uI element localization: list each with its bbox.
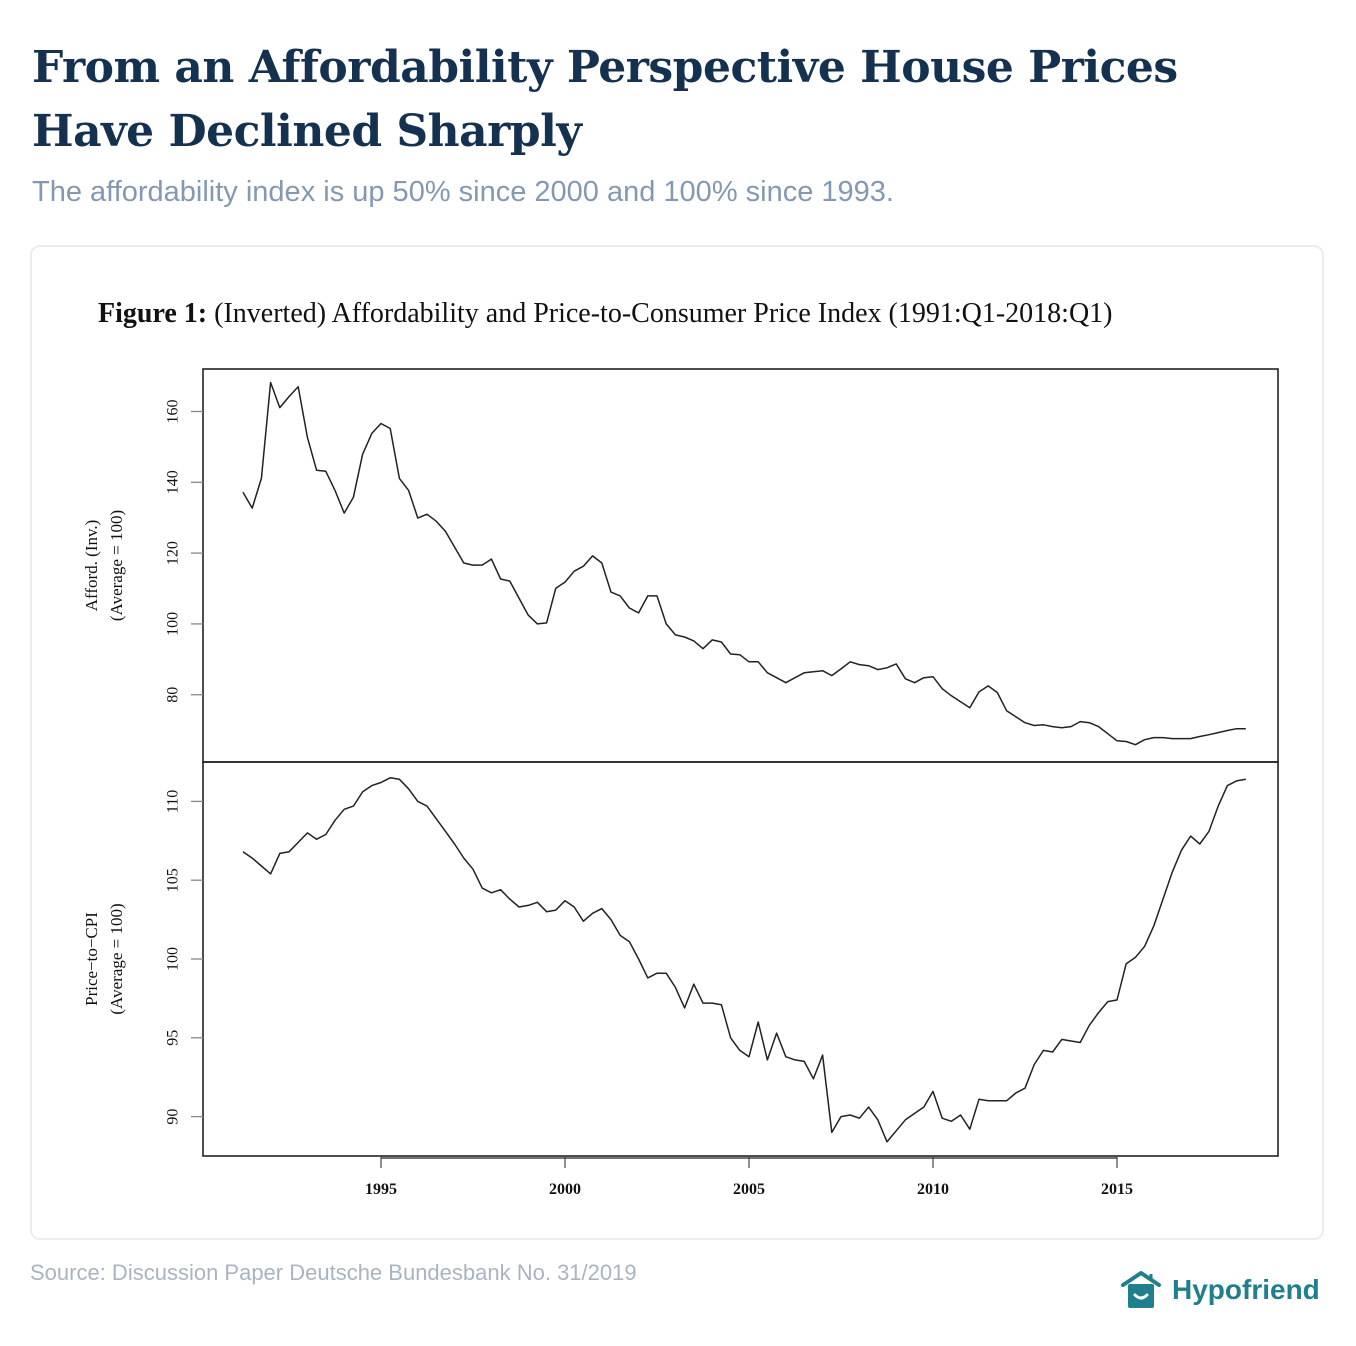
page-title: From an Affordability Perspective House …: [32, 42, 1178, 157]
x-tick-label: 1995: [365, 1181, 397, 1198]
pcpi-y-tick-label: 100: [165, 947, 182, 971]
price-to-cpi-panel: 90 95 100 105 110 Price−to−CPI (Average = 100): [82, 761, 1279, 1157]
afford-y-tick-label: 80: [165, 687, 182, 703]
afford-y-axis-title: Afford. (Inv.): [82, 520, 101, 612]
pcpi-y-axis-subtitle: (Average = 100): [107, 903, 126, 1014]
afford-plot-frame: [202, 368, 1279, 763]
pcpi-y-tick-label: 105: [165, 868, 182, 892]
x-tick-label: 2000: [549, 1181, 581, 1198]
pcpi-series-line: [242, 777, 1246, 1143]
source-note: Source: Discussion Paper Deutsche Bundes…: [30, 1260, 637, 1285]
x-tick-label: 2010: [917, 1181, 949, 1198]
afford-y-tick-label: 120: [165, 541, 182, 565]
x-axis: 1995 2000 2005 2010 2015: [365, 1156, 1133, 1198]
afford-series-line: [242, 381, 1246, 746]
pcpi-plot-frame: [202, 761, 1279, 1157]
chart-card: [30, 245, 1324, 1240]
page-subtitle: The affordability index is up 50% since …: [32, 176, 894, 208]
brand-name: Hypofriend: [1172, 1274, 1320, 1305]
figure-caption: Figure 1: (Inverted) Affordability and P…: [98, 298, 1113, 330]
pcpi-y-tick-label: 110: [165, 790, 182, 813]
x-tick-label: 2015: [1101, 1181, 1133, 1198]
brand-logo[interactable]: Hypofriend: [1120, 1270, 1320, 1310]
house-smile-icon: [1121, 1271, 1161, 1308]
pcpi-y-tick-label: 90: [165, 1109, 182, 1125]
afford-y-tick-label: 140: [165, 470, 182, 494]
afford-y-tick-label: 160: [165, 399, 182, 423]
pcpi-y-axis-title: Price−to−CPI: [82, 912, 101, 1006]
figure-caption-text: (Inverted) Affordability and Price-to-Co…: [214, 298, 1113, 329]
afford-y-axis-subtitle: (Average = 100): [107, 510, 126, 621]
affordability-panel: 80 100 120 140 160 Afford. (Inv.) (Average = 1…: [82, 368, 1279, 763]
pcpi-y-tick-label: 95: [165, 1030, 182, 1046]
x-tick-label: 2005: [733, 1181, 765, 1198]
figure-label: Figure 1:: [98, 298, 208, 329]
afford-y-tick-label: 100: [165, 612, 182, 636]
